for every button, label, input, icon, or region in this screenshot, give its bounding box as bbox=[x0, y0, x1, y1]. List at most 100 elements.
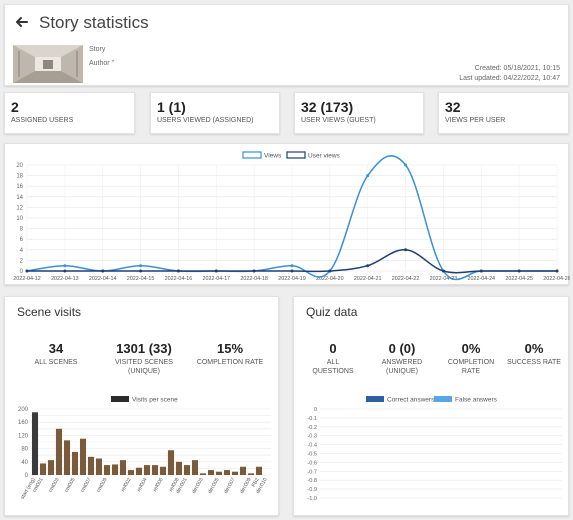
quiz-data-card: Quiz data 0 ALL QUESTIONS 0 (0) ANSWERED… bbox=[293, 296, 569, 516]
bar bbox=[71, 451, 79, 475]
y-tick-label: 12 bbox=[16, 205, 23, 211]
header-card: Story statistics Story Author " Created:… bbox=[4, 4, 569, 86]
stat-value: 34 bbox=[48, 341, 64, 356]
y-tick-label: 0 bbox=[314, 407, 317, 413]
bar bbox=[159, 466, 167, 475]
legend-swatch bbox=[434, 396, 452, 402]
data-point bbox=[290, 264, 294, 268]
bar bbox=[47, 460, 55, 475]
legend-label: User views bbox=[308, 153, 341, 160]
scene-visits-card: Scene visits 34 ALL SCENES 1301 (33) VIS… bbox=[4, 296, 279, 516]
stat-user-views: 32 (173) USER VIEWS (GUEST) bbox=[294, 92, 424, 134]
legend-label: Views bbox=[264, 153, 282, 160]
stat-value: 1301 (33) bbox=[116, 341, 172, 356]
stat-label: ASSIGNED USERS bbox=[11, 117, 74, 124]
data-point bbox=[517, 269, 521, 273]
stat-users-viewed: 1 (1) USERS VIEWED (ASSIGNED) bbox=[150, 92, 280, 134]
y-tick-label: -0.3 bbox=[307, 434, 317, 440]
x-tick-label: ref004 bbox=[136, 477, 149, 493]
y-tick-label: -0.5 bbox=[307, 452, 317, 458]
scene-stat-visited: 1301 (33) VISITED SCENES (UNIQUE) bbox=[101, 341, 187, 376]
stat-label: VIEWS PER USER bbox=[445, 117, 506, 124]
y-tick-label: -0.7 bbox=[307, 469, 317, 475]
bar bbox=[167, 450, 175, 475]
stat-value: 0% bbox=[524, 341, 544, 356]
y-tick-label: -0.1 bbox=[307, 416, 317, 422]
stat-assigned-users: 2 ASSIGNED USERS bbox=[4, 92, 135, 134]
x-tick-label: ref006 bbox=[152, 477, 165, 493]
y-tick-label: 8 bbox=[20, 227, 24, 233]
views-line-chart: 0 2 4 6 8 10 12 14 16 18 20 2022-04-12 2022-04-13 202… bbox=[13, 151, 570, 282]
legend-swatch bbox=[111, 396, 129, 402]
x-tick-label: 2022-04-17 bbox=[202, 276, 230, 282]
bar bbox=[63, 440, 71, 475]
bar bbox=[143, 465, 151, 475]
stat-label: USER VIEWS (GUEST) bbox=[301, 117, 376, 124]
y-tick-label: 2 bbox=[20, 258, 24, 264]
x-tick-label: dec003 bbox=[191, 477, 205, 495]
data-point bbox=[328, 269, 332, 273]
data-point bbox=[139, 269, 143, 273]
bar bbox=[151, 465, 159, 475]
x-tick-label: cnt003 bbox=[48, 477, 61, 494]
stat-label: SUCCESS RATE bbox=[507, 359, 561, 366]
bar bbox=[247, 473, 255, 475]
quiz-bar-chart: 0 -0.1 -0.2 -0.3 -0.4 -0.5 -0.6 -0.7 -0.8 -0.9 -1.… bbox=[307, 396, 562, 502]
data-point bbox=[63, 269, 67, 273]
bar bbox=[103, 465, 111, 475]
stat-value: 2 bbox=[11, 99, 19, 115]
x-tick-label: FB2 bbox=[251, 477, 261, 488]
data-point bbox=[139, 264, 143, 268]
y-tick-label: 10 bbox=[16, 216, 23, 222]
page-title: Story statistics bbox=[39, 13, 149, 32]
x-tick-label: 2022-04-20 bbox=[316, 276, 344, 282]
y-tick-label: -0.2 bbox=[307, 425, 317, 431]
x-tick-label: 2022-04-25 bbox=[505, 276, 533, 282]
data-point bbox=[252, 269, 256, 273]
bar bbox=[231, 471, 239, 475]
bar bbox=[199, 473, 207, 475]
legend-label: False answers bbox=[455, 397, 498, 404]
stat-value: 32 (173) bbox=[301, 99, 354, 115]
data-point bbox=[555, 269, 559, 273]
data-point bbox=[25, 269, 29, 273]
x-tick-label: ref002 bbox=[120, 477, 133, 493]
legend-swatch bbox=[242, 151, 262, 159]
views-chart-card: 0 2 4 6 8 10 12 14 16 18 20 2022-04-12 2022-04-13 202… bbox=[4, 143, 570, 285]
data-point bbox=[479, 269, 483, 273]
data-point bbox=[214, 269, 218, 273]
quiz-stat-success: 0% SUCCESS RATE bbox=[506, 341, 562, 367]
bar bbox=[175, 461, 183, 475]
series-line-0 bbox=[26, 155, 557, 281]
y-tick-label: -0.4 bbox=[307, 443, 317, 449]
bar bbox=[183, 465, 191, 475]
bar bbox=[31, 412, 39, 475]
data-point bbox=[63, 264, 67, 268]
bar bbox=[207, 470, 215, 475]
y-tick-label: 6 bbox=[20, 237, 24, 243]
back-arrow-icon[interactable] bbox=[13, 13, 31, 31]
y-tick-label: -1.0 bbox=[307, 496, 317, 502]
stat-label: ANSWERED (UNIQUE) bbox=[381, 359, 423, 375]
bar bbox=[55, 428, 63, 475]
scene-stat-completion: 15% COMPLETION RATE bbox=[195, 341, 265, 367]
x-tick-label: dec005 bbox=[207, 477, 221, 495]
x-tick-label: 2022-04-16 bbox=[165, 276, 193, 282]
panorama-thumbnail bbox=[13, 45, 83, 83]
y-tick-label: -0.9 bbox=[307, 487, 317, 493]
bar bbox=[39, 463, 47, 475]
data-point bbox=[101, 269, 105, 273]
data-point bbox=[176, 269, 180, 273]
y-tick-label: -0.6 bbox=[307, 460, 317, 466]
stat-value: 15% bbox=[216, 341, 244, 356]
stat-label: COMPLETION RATE bbox=[196, 359, 264, 366]
bar bbox=[87, 456, 95, 475]
y-tick-label: 16 bbox=[16, 184, 23, 190]
y-tick-label: 0 bbox=[20, 269, 24, 275]
stat-label: ALL QUESTIONS bbox=[312, 359, 354, 375]
x-tick-label: 2022-04-24 bbox=[467, 276, 495, 282]
x-tick-label: dec007 bbox=[223, 477, 237, 495]
story-author: Author " bbox=[89, 60, 115, 67]
y-tick-label: 20 bbox=[16, 163, 23, 169]
